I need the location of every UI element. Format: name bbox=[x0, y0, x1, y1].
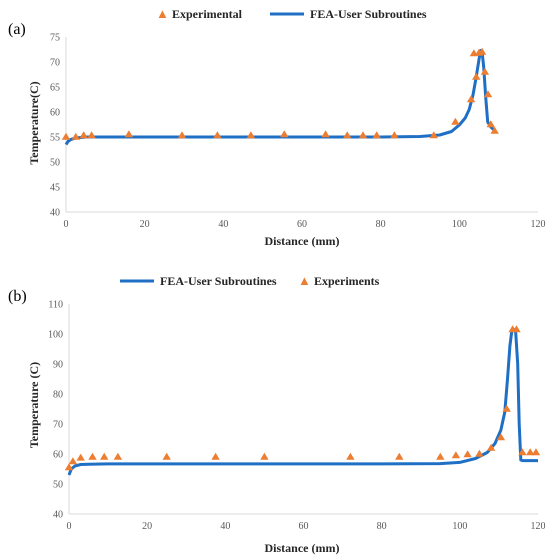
y-tick-label-b: 110 bbox=[48, 300, 63, 311]
experimental-point-b bbox=[496, 433, 506, 441]
experimental-point-b bbox=[531, 448, 541, 456]
experimental-point-b bbox=[346, 452, 355, 460]
x-tick-label-a: 80 bbox=[376, 219, 386, 230]
experimental-point-a bbox=[213, 131, 222, 139]
experimental-point-a bbox=[177, 131, 187, 139]
x-tick-label-a: 0 bbox=[64, 219, 69, 230]
x-tick-label-b: 80 bbox=[377, 521, 387, 532]
x-axis-title-b: Distance (mm) bbox=[265, 541, 340, 555]
experimental-point-b bbox=[395, 452, 404, 460]
experimental-point-b bbox=[526, 448, 535, 456]
x-tick-label-b: 60 bbox=[299, 521, 309, 532]
y-tick-label-b: 90 bbox=[53, 360, 63, 371]
fea-line-a bbox=[64, 49, 496, 146]
fea-line-b bbox=[67, 328, 538, 476]
experimental-point-a bbox=[61, 132, 71, 140]
experimental-point-a bbox=[466, 95, 476, 103]
experimental-point-b bbox=[64, 463, 74, 471]
x-axis-title-a: Distance (mm) bbox=[265, 234, 340, 248]
y-tick-label-b: 40 bbox=[53, 510, 63, 521]
y-tick-label-a: 50 bbox=[50, 158, 60, 169]
y-tick-label-b: 60 bbox=[53, 450, 63, 461]
x-tick-label-b: 40 bbox=[220, 521, 230, 532]
experimental-point-b bbox=[512, 325, 521, 333]
x-tick-label-b: 20 bbox=[142, 521, 152, 532]
panel-b: (b) FEA-User Subroutines ▲ Experiments 4… bbox=[8, 273, 546, 555]
experimental-point-a bbox=[486, 120, 495, 128]
experimental-point-b bbox=[88, 452, 97, 460]
experimental-point-a bbox=[390, 131, 399, 139]
legend-b-experiments-marker: ▲ bbox=[298, 273, 311, 288]
y-tick-label-b: 100 bbox=[48, 330, 63, 341]
x-tick-label-b: 100 bbox=[452, 521, 467, 532]
legend-b-fea-label: FEA-User Subroutines bbox=[160, 274, 277, 288]
legend-a-experimental-label: Experimental bbox=[172, 7, 243, 21]
legend-a-experimental-marker: ▲ bbox=[156, 6, 169, 21]
experimental-point-b bbox=[68, 457, 78, 465]
y-axis-title-b: Temperature (C) bbox=[27, 362, 41, 448]
y-tick-label-a: 60 bbox=[50, 108, 60, 119]
x-tick-label-b: 0 bbox=[67, 521, 72, 532]
y-tick-label-b: 70 bbox=[53, 420, 63, 431]
y-tick-label-a: 75 bbox=[50, 33, 60, 44]
experimental-point-a bbox=[490, 126, 499, 134]
experimental-point-b bbox=[475, 449, 484, 457]
panel-label-a: (a) bbox=[8, 21, 26, 38]
experimental-point-a bbox=[246, 131, 256, 139]
experimental-point-b bbox=[436, 452, 445, 460]
experimental-point-a bbox=[483, 90, 493, 98]
experimental-point-a bbox=[429, 131, 438, 139]
legend-a-fea-label: FEA-User Subroutines bbox=[310, 7, 427, 21]
experimental-point-a bbox=[321, 130, 330, 138]
legend-b-experiments-label: Experiments bbox=[314, 274, 380, 288]
x-tick-label-a: 40 bbox=[218, 219, 228, 230]
x-tick-label-a: 60 bbox=[297, 219, 307, 230]
experimental-point-a bbox=[472, 72, 481, 80]
y-tick-label-a: 40 bbox=[50, 208, 60, 219]
y-tick-label-a: 65 bbox=[50, 83, 60, 94]
y-tick-label-a: 45 bbox=[50, 183, 60, 194]
plot-area-b: 40 50 60 70 80 90 100 110 0 20 40 60 80 100 120 bbox=[48, 300, 546, 533]
x-tick-label-a: 120 bbox=[531, 219, 546, 230]
experimental-point-a bbox=[71, 132, 80, 140]
legend-b: FEA-User Subroutines ▲ Experiments bbox=[120, 273, 380, 288]
panel-label-b: (b) bbox=[8, 288, 27, 305]
experimental-point-b bbox=[113, 452, 123, 460]
experimental-point-a bbox=[280, 130, 289, 138]
panel-a: (a) ▲ Experimental FEA-User Subroutines … bbox=[8, 6, 546, 248]
y-tick-label-b: 80 bbox=[53, 390, 63, 401]
x-tick-label-a: 100 bbox=[452, 219, 467, 230]
legend-a: ▲ Experimental FEA-User Subroutines bbox=[156, 6, 427, 21]
experimental-point-a bbox=[87, 131, 96, 139]
y-tick-label-a: 70 bbox=[50, 58, 60, 69]
plot-area-a: 40 45 50 55 60 65 70 75 0 20 40 60 80 100 120 bbox=[50, 33, 546, 231]
y-tick-label-b: 50 bbox=[53, 480, 63, 491]
experimental-point-a bbox=[124, 130, 134, 138]
experimental-point-a bbox=[451, 117, 460, 125]
experimental-point-b bbox=[486, 443, 496, 451]
y-axis-title-a: Temperature(C) bbox=[27, 81, 41, 164]
experimental-point-b bbox=[211, 452, 220, 460]
experimental-point-b bbox=[76, 453, 85, 461]
experimental-point-b bbox=[463, 450, 472, 458]
experimental-point-a bbox=[358, 131, 368, 139]
experimental-point-b bbox=[451, 451, 461, 459]
experimental-point-b bbox=[518, 448, 527, 456]
experimental-point-a bbox=[343, 131, 352, 139]
y-tick-label-a: 55 bbox=[50, 133, 60, 144]
experimental-point-b bbox=[100, 452, 109, 460]
experimental-point-b bbox=[502, 404, 511, 412]
experimental-point-a bbox=[372, 131, 381, 139]
x-tick-label-a: 20 bbox=[140, 219, 150, 230]
experimental-point-a bbox=[477, 47, 487, 55]
experimental-point-b bbox=[162, 452, 171, 460]
experimental-point-a bbox=[79, 131, 88, 139]
experimental-point-b bbox=[260, 452, 269, 460]
experimental-point-a bbox=[480, 67, 490, 75]
x-tick-label-b: 120 bbox=[531, 521, 546, 532]
